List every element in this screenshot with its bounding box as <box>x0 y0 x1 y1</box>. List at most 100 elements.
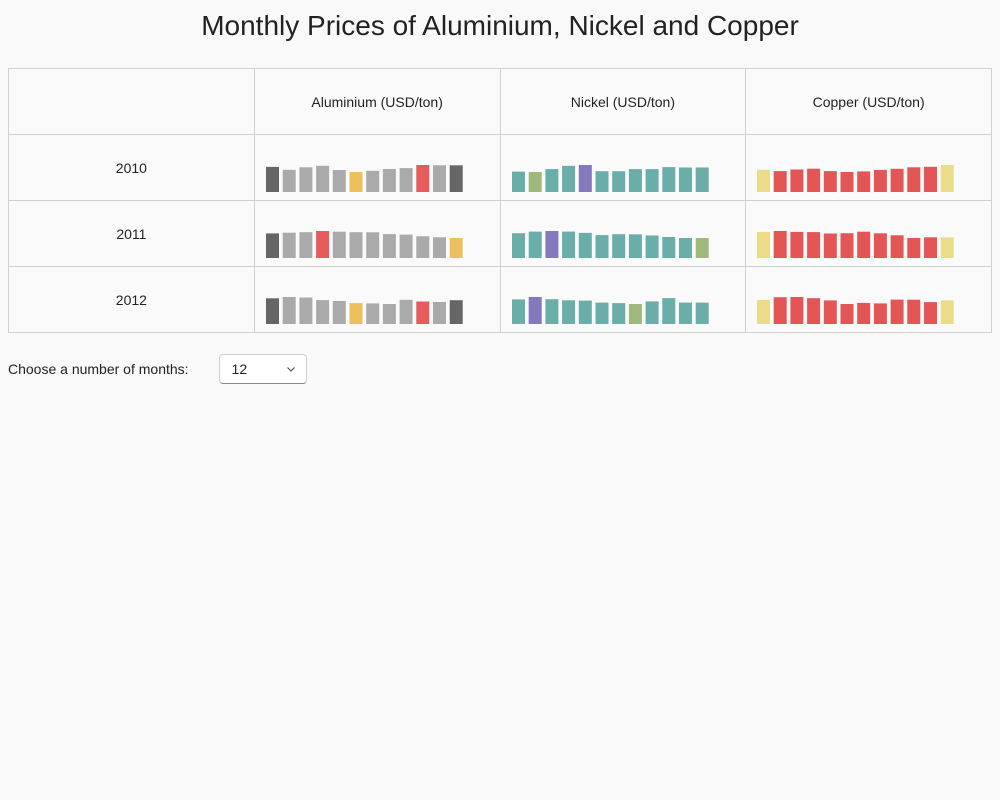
sparkline-chart <box>265 165 463 192</box>
sparkline-bar <box>874 169 888 192</box>
sparkline-bar <box>857 171 871 192</box>
sparkline-bar <box>595 171 608 192</box>
sparkline-bar <box>678 302 692 324</box>
sparkline-bar <box>265 233 279 258</box>
sparkline-bar <box>561 165 575 192</box>
sparkline-bar <box>449 238 463 258</box>
sparkline-bar <box>757 299 771 324</box>
sparkline-bar <box>874 233 888 258</box>
sparkline-bar <box>449 300 463 324</box>
sparkline-bar <box>416 165 430 192</box>
sparkline-bar <box>907 167 921 192</box>
sparkline-bar <box>840 233 854 258</box>
sparkline-bar <box>924 237 938 258</box>
sparkline-bar <box>645 301 659 324</box>
sparkline-bar <box>940 165 954 192</box>
sparkline-bar <box>595 302 608 324</box>
months-control: Choose a number of months: 12 <box>8 353 307 385</box>
sparkline-bar <box>315 231 329 258</box>
sparkline-bar <box>382 169 396 192</box>
sparkline-bar <box>645 169 659 192</box>
sparkline-chart <box>757 165 954 192</box>
sparkline-bar <box>332 301 346 324</box>
sparkline-bar <box>824 233 838 258</box>
sparkline-bar <box>857 231 871 258</box>
sparkline-bar <box>365 232 379 258</box>
sparkline-bar <box>578 165 592 192</box>
sparkline-bar <box>449 165 463 192</box>
sparkline-bar <box>628 304 642 324</box>
sparkline-cell <box>253 266 501 333</box>
sparkline-bar <box>332 231 346 258</box>
sparkline-bar <box>399 234 413 258</box>
sparkline-chart <box>757 231 954 258</box>
sparkline-bar <box>416 301 430 324</box>
sparkline-bar <box>874 303 888 324</box>
sparkline-bar <box>399 299 413 324</box>
sparkline-cell <box>745 134 992 201</box>
sparkline-bar <box>349 303 363 324</box>
sparkline-bar <box>611 303 625 324</box>
sparkline-chart <box>757 297 954 324</box>
sparkline-bar <box>282 232 296 258</box>
sparkline-bar <box>528 172 542 192</box>
sparkline-bar <box>628 234 642 258</box>
sparkline-bar <box>282 169 296 192</box>
sparkline-bar <box>907 238 921 258</box>
sparkline-bar <box>544 169 558 192</box>
sparkline-bar <box>528 297 542 324</box>
sparkline-bar <box>315 300 329 324</box>
sparkline-bar <box>940 300 954 324</box>
row-label-year: 2012 <box>8 266 255 333</box>
sparkline-bar <box>628 169 642 192</box>
row-label-year: 2010 <box>8 134 255 201</box>
sparkline-cell <box>253 134 501 201</box>
sparkline-chart <box>265 231 463 258</box>
sparkline-bar <box>365 303 379 324</box>
sparkline-bar <box>824 300 838 324</box>
sparkline-cell <box>499 134 747 201</box>
sparkline-chart <box>511 231 709 258</box>
sparkline-bar <box>365 170 379 192</box>
sparkline-bar <box>790 231 804 258</box>
sparkline-bar <box>678 238 692 258</box>
sparkline-cell <box>253 200 501 267</box>
sparkline-bar <box>807 232 821 258</box>
sparkline-bar <box>907 299 921 324</box>
sparkline-bar <box>773 231 787 258</box>
chart-title: Monthly Prices of Aluminium, Nickel and … <box>201 10 799 41</box>
sparkline-bar <box>790 169 804 192</box>
sparkline-bar <box>840 304 854 324</box>
sparkline-bar <box>265 298 279 324</box>
sparkline-bar <box>332 170 346 192</box>
sparkline-bar <box>924 302 938 324</box>
sparkline-bar <box>773 297 787 324</box>
sparkline-bar <box>890 299 904 324</box>
row-label-year: 2011 <box>8 200 255 267</box>
sparkline-bar <box>299 232 313 258</box>
sparkline-bar <box>349 172 363 192</box>
sparkline-bar <box>315 165 329 192</box>
column-header-nickel: Nickel (USD/ton) <box>499 68 747 135</box>
sparkline-table: Aluminium (USD/ton) Nickel (USD/ton) Cop… <box>8 68 992 333</box>
sparkline-bar <box>432 237 446 258</box>
sparkline-bar <box>695 302 709 324</box>
sparkline-bar <box>299 297 313 324</box>
sparkline-bar <box>678 167 692 192</box>
sparkline-bar <box>890 168 904 192</box>
sparkline-bar <box>940 237 954 258</box>
months-label: Choose a number of months: <box>8 361 189 377</box>
sparkline-bar <box>807 298 821 324</box>
sparkline-chart <box>265 297 463 324</box>
sparkline-cell <box>499 266 747 333</box>
sparkline-bar <box>924 166 938 192</box>
sparkline-bar <box>695 167 709 192</box>
months-select[interactable]: 12 <box>218 354 307 384</box>
sparkline-bar <box>840 172 854 192</box>
sparkline-bar <box>890 235 904 258</box>
sparkline-bar <box>695 238 709 258</box>
sparkline-bar <box>757 231 771 258</box>
sparkline-chart <box>511 165 709 192</box>
months-select-value: 12 <box>231 361 248 377</box>
sparkline-bar <box>349 232 363 258</box>
